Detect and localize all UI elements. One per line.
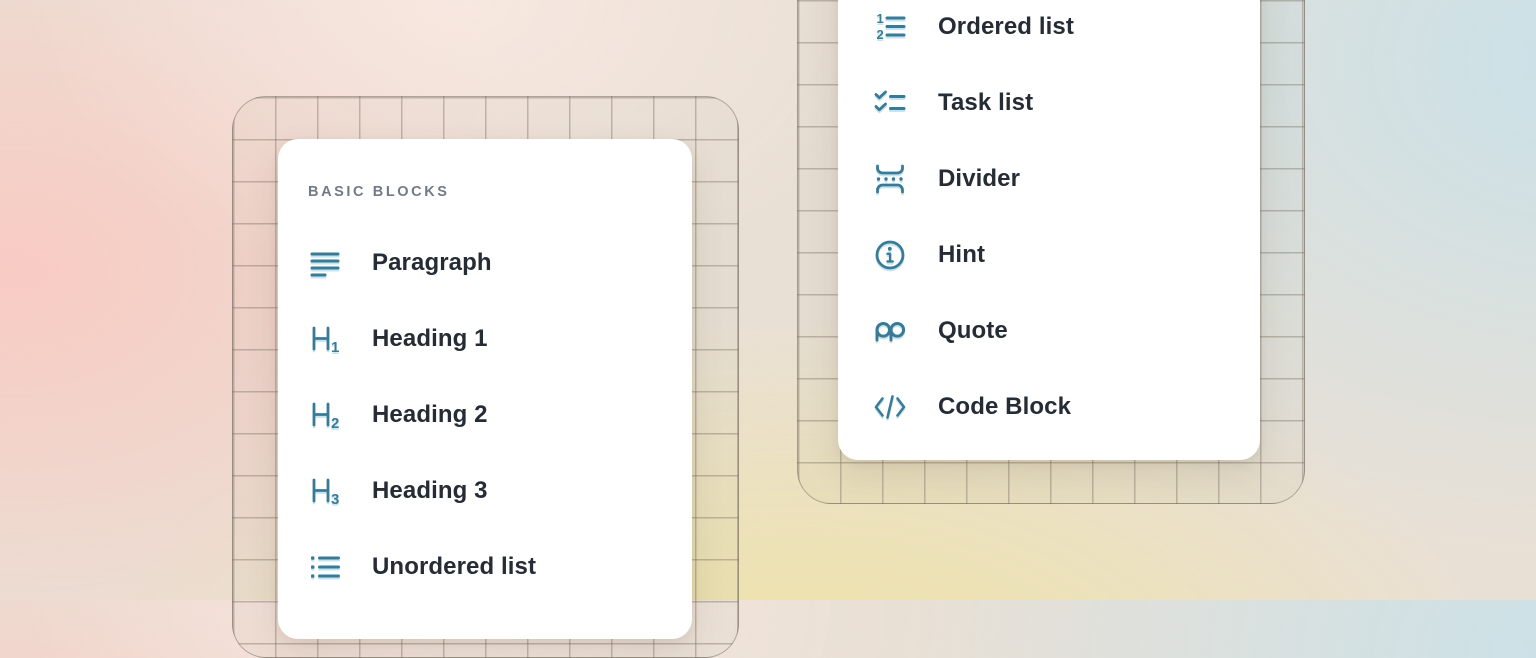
heading-2-icon: 2	[308, 398, 342, 432]
more-blocks-menu: 1 2 Ordered list Task list	[838, 0, 1260, 460]
menu-item-label: Paragraph	[372, 249, 492, 276]
menu-item-label: Code Block	[938, 393, 1072, 420]
quote-icon	[873, 314, 907, 348]
menu-item-label: Quote	[938, 317, 1008, 344]
svg-text:2: 2	[331, 415, 339, 432]
divider-icon	[873, 162, 907, 196]
menu-item-label: Task list	[938, 89, 1034, 116]
menu-item-heading-2[interactable]: 2 Heading 2	[308, 377, 692, 453]
menu-item-code-block[interactable]: Code Block	[873, 369, 1260, 445]
more-blocks-list: 1 2 Ordered list Task list	[873, 0, 1260, 445]
menu-item-label: Heading 1	[372, 325, 488, 352]
hint-icon	[873, 238, 907, 272]
task-list-icon	[873, 86, 907, 120]
section-label: BASIC BLOCKS	[308, 184, 450, 200]
menu-item-task-list[interactable]: Task list	[873, 65, 1260, 141]
svg-text:2: 2	[877, 27, 884, 42]
basic-blocks-menu: BASIC BLOCKS Paragraph 1 Heading 1 2 Hea…	[278, 139, 692, 639]
heading-1-icon: 1	[308, 322, 342, 356]
heading-3-icon: 3	[308, 474, 342, 508]
menu-item-heading-1[interactable]: 1 Heading 1	[308, 301, 692, 377]
menu-item-divider[interactable]: Divider	[873, 141, 1260, 217]
menu-item-label: Hint	[938, 241, 986, 268]
menu-item-label: Heading 2	[372, 401, 488, 428]
svg-text:3: 3	[331, 491, 339, 508]
menu-item-label: Unordered list	[372, 553, 537, 580]
menu-item-paragraph[interactable]: Paragraph	[308, 225, 692, 301]
menu-item-label: Divider	[938, 165, 1021, 192]
paragraph-icon	[308, 246, 342, 280]
svg-text:1: 1	[331, 339, 339, 356]
menu-item-hint[interactable]: Hint	[873, 217, 1260, 293]
menu-item-ordered-list[interactable]: 1 2 Ordered list	[873, 0, 1260, 65]
menu-item-label: Heading 3	[372, 477, 488, 504]
menu-item-label: Ordered list	[938, 13, 1074, 40]
menu-item-unordered-list[interactable]: Unordered list	[308, 529, 692, 605]
svg-text:1: 1	[877, 11, 884, 26]
ordered-list-icon: 1 2	[873, 10, 907, 44]
menu-item-heading-3[interactable]: 3 Heading 3	[308, 453, 692, 529]
menu-item-quote[interactable]: Quote	[873, 293, 1260, 369]
unordered-list-icon	[308, 550, 342, 584]
code-block-icon	[873, 390, 907, 424]
basic-blocks-list: Paragraph 1 Heading 1 2 Heading 2 3 Head…	[308, 225, 692, 605]
